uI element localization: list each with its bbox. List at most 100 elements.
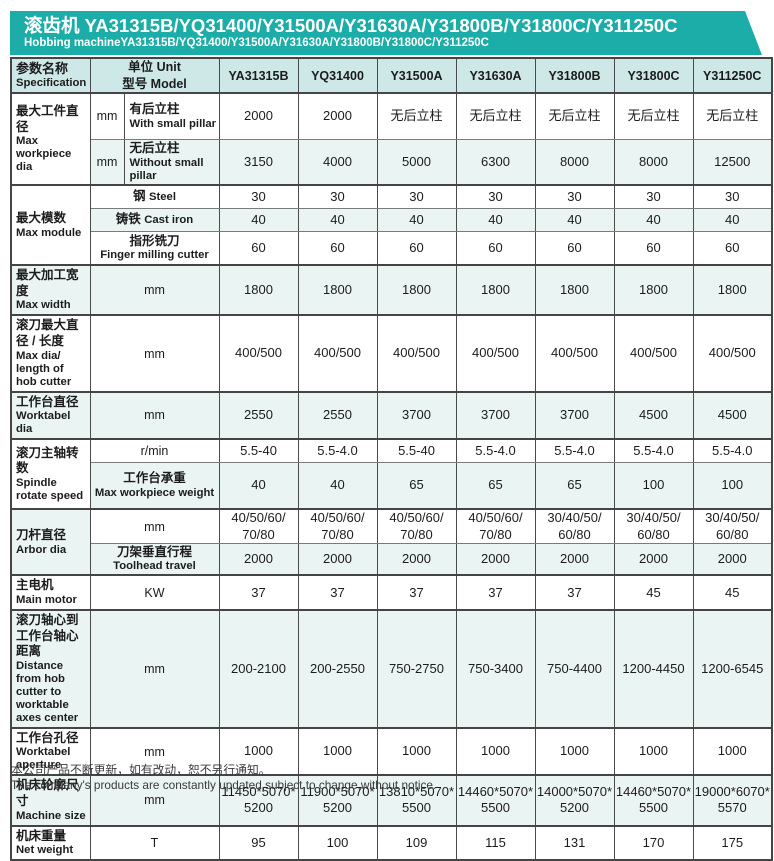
value-cell: 1000 bbox=[534, 726, 615, 776]
value-cell: 5.5-40 bbox=[376, 438, 457, 463]
label-zh: 滚刀轴心到工作台轴心距离 bbox=[16, 612, 79, 659]
value-cell: 2000 bbox=[455, 542, 536, 576]
sub-en: Toolhead travel bbox=[113, 560, 196, 573]
value-cell: 37 bbox=[218, 574, 299, 611]
footer-note: 本公司产品不断更新，如有改动，恕不另行通知。 The company's pro… bbox=[11, 763, 436, 794]
value-cell: 1800 bbox=[218, 264, 299, 316]
sub-zh: 工作台承重 bbox=[123, 471, 186, 486]
value-cell: 40/50/60/ 70/80 bbox=[218, 508, 299, 544]
table-row: 最大模数 Max module 钢 Steel 30 30 30 30 30 30 30 bbox=[10, 184, 773, 266]
value-cell: 175 bbox=[692, 824, 773, 861]
sub-zh: 刀架垂直行程 bbox=[116, 544, 192, 559]
unit-cell: mm bbox=[89, 608, 220, 729]
model-header: Y31800B bbox=[534, 57, 615, 95]
title-banner: 滚齿机 YA31315B/YQ31400/Y31500A/Y31630A/Y31… bbox=[10, 11, 762, 55]
value-cell: 40 bbox=[455, 207, 536, 232]
model-header: YA31315B bbox=[218, 57, 299, 95]
value-cell: 1800 bbox=[613, 264, 694, 316]
value-cell: 2000 bbox=[534, 542, 615, 576]
table-row: 滚刀最大直径 / 长度 Max dia/ length of hob cutte… bbox=[10, 314, 773, 393]
row-label-main-motor: 主电机 Main motor bbox=[10, 574, 91, 611]
value-cell: 3700 bbox=[376, 390, 457, 440]
row-label-arbor-dia: 刀杆直径 Arbor dia bbox=[10, 508, 91, 576]
value-cell: 30 bbox=[218, 184, 299, 209]
unit-cell: mm bbox=[89, 314, 220, 393]
value-cell: 2000 bbox=[613, 542, 694, 576]
value-cell: 40/50/60/ 70/80 bbox=[455, 508, 536, 544]
header-spec-en: Specification bbox=[16, 77, 87, 90]
value-cell: 40 bbox=[297, 461, 378, 510]
model-header: Y31630A bbox=[455, 57, 536, 95]
value-cell: 4000 bbox=[297, 138, 378, 186]
value-cell: 2550 bbox=[297, 390, 378, 440]
row-label-worktable-dia: 工作台直径 Worktabel dia bbox=[10, 390, 91, 440]
value-cell: 1800 bbox=[297, 264, 378, 316]
unit-cell: r/min bbox=[89, 438, 220, 463]
label-en: Worktabel dia bbox=[16, 410, 71, 436]
value-cell: 45 bbox=[613, 574, 694, 611]
label-zh: 工作台直径 bbox=[16, 394, 79, 409]
table-row: 滚刀轴心到工作台轴心距离 Distance from hob cutter to… bbox=[10, 608, 773, 729]
value-cell: 5000 bbox=[376, 138, 457, 186]
label-en: Max dia/ length of hob cutter bbox=[16, 349, 72, 388]
value-cell: 60 bbox=[692, 230, 773, 266]
table-row: 工作台直径 Worktabel dia mm 2550 2550 3700 3700 3… bbox=[10, 390, 773, 440]
value-cell: 无后立柱 bbox=[534, 92, 615, 140]
value-cell: 3150 bbox=[218, 138, 299, 186]
value-cell: 37 bbox=[297, 574, 378, 611]
sub-label-toolhead-travel: 刀架垂直行程 Toolhead travel bbox=[89, 542, 220, 576]
label-en: Max workpiece dia bbox=[16, 135, 72, 174]
sub-zh: 有后立柱 bbox=[129, 102, 180, 117]
value-cell: 1000 bbox=[218, 726, 299, 776]
table-row: 刀杆直径 Arbor dia mm 40/50/60/ 70/80 40/50/6… bbox=[10, 508, 773, 576]
value-cell: 1200-4450 bbox=[613, 608, 694, 729]
label-zh: 滚刀主轴转数 bbox=[16, 445, 79, 476]
value-cell: 40 bbox=[218, 461, 299, 510]
value-cell: 8000 bbox=[534, 138, 615, 186]
value-cell: 1000 bbox=[376, 726, 457, 776]
value-cell: 1000 bbox=[455, 726, 536, 776]
value-cell: 5.5-4.0 bbox=[455, 438, 536, 463]
row-label-max-module: 最大模数 Max module bbox=[10, 184, 91, 266]
value-cell: 14000*5070* 5200 bbox=[534, 774, 615, 827]
unit-cell: mm bbox=[89, 508, 220, 544]
banner-title-zh: 滚齿机 YA31315B/YQ31400/Y31500A/Y31630A/Y31… bbox=[24, 15, 678, 36]
value-cell: 6300 bbox=[455, 138, 536, 186]
sub-zh: 指形铣刀 bbox=[129, 233, 180, 248]
sub-en: Finger milling cutter bbox=[100, 249, 209, 262]
value-cell: 170 bbox=[613, 824, 694, 861]
row-label-spindle-speed: 滚刀主轴转数 Spindle rotate speed bbox=[10, 438, 91, 510]
value-cell: 131 bbox=[534, 824, 615, 861]
header-unit-model: 单位 Unit 型号 Model bbox=[89, 57, 220, 95]
value-cell: 400/500 bbox=[534, 314, 615, 393]
value-cell: 2000 bbox=[692, 542, 773, 576]
header-spec-zh: 参数名称 bbox=[16, 61, 69, 76]
label-en: Max module bbox=[16, 226, 82, 239]
value-cell: 无后立柱 bbox=[455, 92, 536, 140]
value-cell: 14460*5070* 5500 bbox=[613, 774, 694, 827]
footer-note-en: The company's products are constantly up… bbox=[11, 778, 437, 793]
label-en: Distance from hob cutter to worktable ax… bbox=[16, 659, 79, 724]
value-cell: 4500 bbox=[692, 390, 773, 440]
value-cell: 400/500 bbox=[376, 314, 457, 393]
row-label-max-width: 最大加工宽度 Max width bbox=[10, 264, 91, 316]
value-cell: 115 bbox=[455, 824, 536, 861]
value-cell: 14460*5070* 5500 bbox=[455, 774, 536, 827]
value-cell: 5.5-40 bbox=[218, 438, 299, 463]
label-zh: 机床重量 bbox=[16, 828, 67, 843]
value-cell: 40 bbox=[376, 207, 457, 232]
value-cell: 1800 bbox=[534, 264, 615, 316]
value-cell: 30 bbox=[376, 184, 457, 209]
sub-en: Cast iron bbox=[144, 213, 194, 226]
row-label-hob-cutter: 滚刀最大直径 / 长度 Max dia/ length of hob cutte… bbox=[10, 314, 91, 393]
table-row: mm 无后立柱 Without small pillar 3150 4000 500… bbox=[11, 138, 773, 186]
value-cell: 100 bbox=[613, 461, 694, 510]
row-label-max-workpiece-dia: 最大工件直径 Max workpiece dia bbox=[10, 92, 91, 186]
value-cell: 5.5-4.0 bbox=[692, 438, 773, 463]
value-cell: 45 bbox=[692, 574, 773, 611]
sub-en: Max workpiece weight bbox=[94, 486, 215, 499]
unit-cell: mm bbox=[89, 138, 125, 186]
header-model-line: 型号 Model bbox=[122, 76, 187, 91]
label-zh: 滚刀最大直径 / 长度 bbox=[16, 318, 79, 349]
sub-label-with-pillar: 有后立柱 With small pillar bbox=[123, 92, 220, 140]
